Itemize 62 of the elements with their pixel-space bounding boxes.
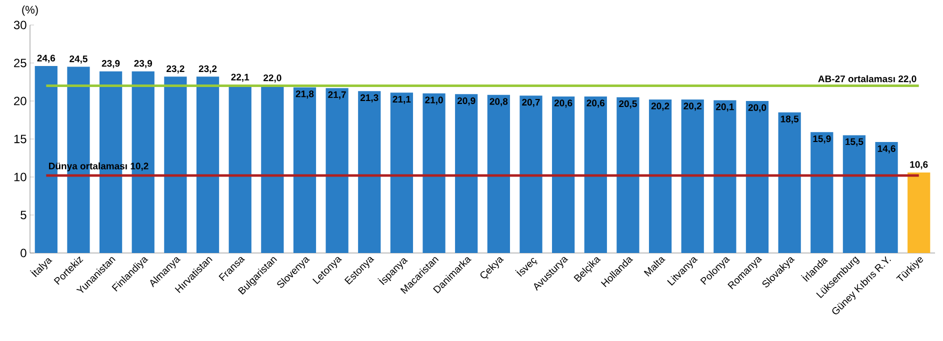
- data-label: 22,0: [264, 74, 282, 83]
- data-label: 23,2: [198, 65, 217, 74]
- bar: [746, 100, 769, 253]
- data-label: 21,3: [360, 94, 378, 102]
- bar: [422, 93, 446, 253]
- bar: [584, 96, 607, 253]
- data-label: 24,5: [70, 55, 88, 64]
- data-label: 24,6: [37, 54, 56, 63]
- bar: [132, 71, 154, 253]
- bar: [778, 112, 801, 253]
- data-label: 20,7: [522, 98, 540, 107]
- data-label: 23,9: [134, 60, 152, 68]
- bar: [455, 94, 478, 253]
- data-label: 20,1: [716, 103, 734, 112]
- data-label: 14,6: [878, 145, 896, 154]
- y-tick-label: 0: [20, 248, 26, 258]
- bar: [714, 100, 736, 253]
- bar: [326, 88, 348, 253]
- bar: [875, 142, 898, 253]
- bar: [648, 99, 672, 253]
- y-tick-label: 15: [14, 134, 26, 144]
- bar: [908, 172, 930, 253]
- data-label: 23,9: [102, 60, 120, 68]
- data-label: 20,6: [554, 100, 572, 108]
- y-tick-label: 30: [14, 20, 26, 30]
- data-label: 20,5: [619, 100, 637, 108]
- data-label: 21,8: [296, 90, 314, 99]
- y-tick-label: 5: [20, 210, 26, 220]
- bar: [520, 96, 542, 253]
- bar: [552, 96, 575, 253]
- bar: [358, 91, 381, 253]
- data-label: 20,9: [457, 97, 476, 106]
- y-tick-label: 10: [14, 172, 26, 182]
- data-label: 18,5: [780, 116, 799, 124]
- bar: [261, 86, 284, 253]
- bar: [390, 92, 414, 253]
- data-label: 20,8: [490, 98, 508, 106]
- data-label: 15,9: [813, 135, 831, 144]
- data-label: 20,0: [748, 104, 766, 112]
- bar: [616, 97, 640, 253]
- bar: [487, 94, 510, 253]
- bar: [842, 135, 866, 253]
- bar: [293, 87, 316, 253]
- bar: [164, 76, 187, 253]
- bar: [810, 132, 834, 253]
- bar: [681, 99, 704, 253]
- data-label: 21,7: [328, 91, 346, 100]
- data-label: 23,2: [166, 65, 184, 74]
- bar: [196, 76, 220, 253]
- data-label: 22,1: [231, 74, 250, 82]
- y-tick-label: 20: [14, 96, 26, 106]
- data-label: 20,6: [586, 100, 605, 108]
- data-label: 20,2: [684, 102, 702, 111]
- data-label: 21,1: [392, 96, 411, 104]
- data-label: 20,2: [651, 102, 670, 111]
- y-axis-title: (%): [22, 6, 38, 16]
- data-label: 10,6: [910, 161, 928, 170]
- data-label: 15,5: [846, 138, 864, 146]
- data-label: 21,0: [425, 96, 443, 105]
- bar: [228, 85, 252, 253]
- ref-line-label: AB-27 ortalaması 22,0: [818, 75, 916, 84]
- y-tick-label: 25: [14, 58, 26, 68]
